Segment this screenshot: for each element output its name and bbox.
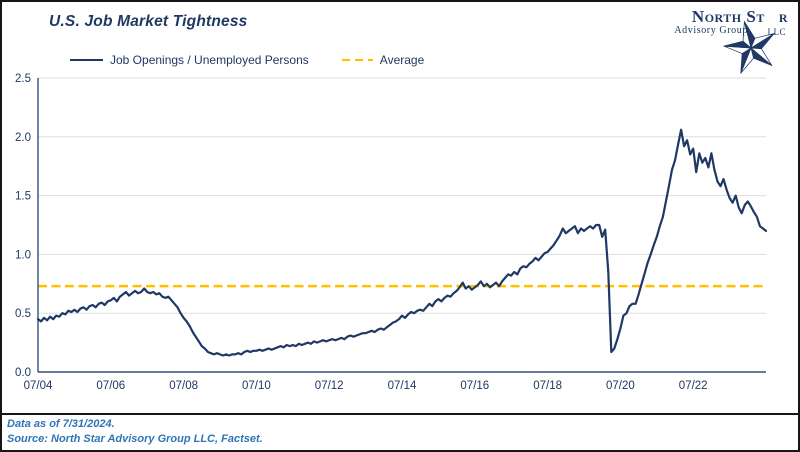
y-tick-label: 0.0 (15, 367, 31, 379)
source-footer: Data as of 7/31/2024. Source: North Star… (2, 413, 798, 450)
y-tick-label: 2.5 (15, 73, 31, 85)
north-star-logo: North St r Advisory Group LLC (659, 5, 791, 77)
source-line: Source: North Star Advisory Group LLC, F… (7, 433, 263, 445)
x-tick-label: 07/08 (169, 380, 198, 392)
series-line (36, 128, 768, 357)
page-title: U.S. Job Market Tightness (49, 13, 248, 30)
logo-wordmark: North St r (692, 7, 788, 27)
x-tick-label: 07/18 (533, 380, 562, 392)
as-of-date: Data as of 7/31/2024. (7, 418, 115, 430)
star-icon (723, 21, 775, 74)
x-tick-label: 07/06 (96, 380, 125, 392)
x-tick-label: 07/12 (315, 380, 344, 392)
logo-llc: LLC (767, 27, 786, 37)
legend-series-label: Job Openings / Unemployed Persons (110, 53, 309, 67)
y-tick-label: 1.0 (15, 249, 31, 261)
y-tick-label: 1.5 (15, 191, 31, 203)
x-tick-label: 07/16 (460, 380, 489, 392)
y-tick-label: 0.5 (15, 308, 31, 320)
x-tick-label: 07/20 (606, 380, 635, 392)
series-line-swatch (70, 58, 103, 62)
logo-wordmark-left: North St (691, 7, 765, 26)
logo-subtitle: Advisory Group (674, 25, 748, 36)
average-dash-swatch (341, 58, 373, 62)
y-tick-label: 2.0 (15, 132, 31, 144)
chart-legend: Job Openings / Unemployed Persons Averag… (70, 53, 424, 67)
x-tick-label: 07/10 (242, 380, 271, 392)
x-tick-label: 07/22 (679, 380, 708, 392)
legend-average-label: Average (379, 53, 425, 67)
logo-wordmark-right: r (778, 7, 788, 26)
x-tick-label: 07/04 (24, 380, 53, 392)
x-tick-label: 07/14 (388, 380, 417, 392)
